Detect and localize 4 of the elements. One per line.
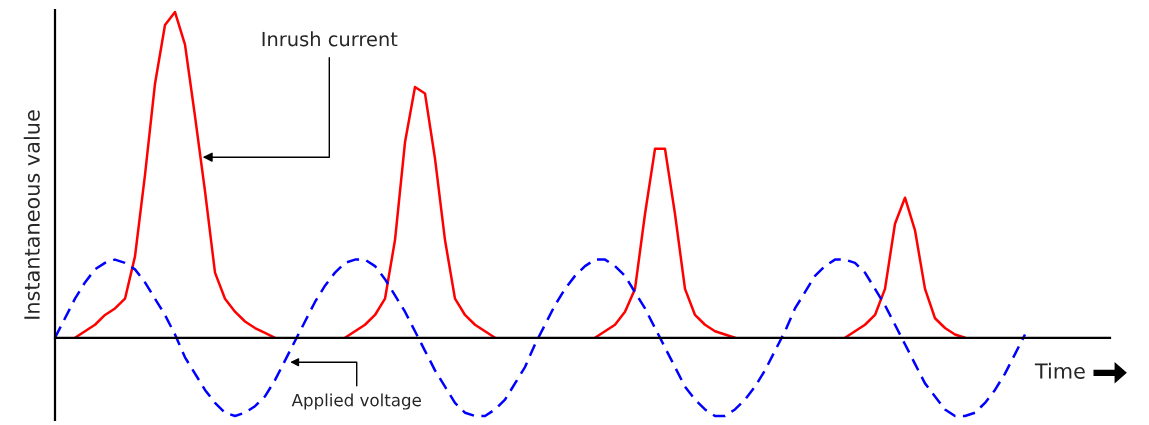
x-axis-title: Time	[1034, 362, 1085, 379]
annotation: Inrush current	[262, 31, 398, 47]
annotation: Applied voltage	[291, 393, 421, 410]
y-axis-title: Instantaneous value	[23, 110, 40, 319]
